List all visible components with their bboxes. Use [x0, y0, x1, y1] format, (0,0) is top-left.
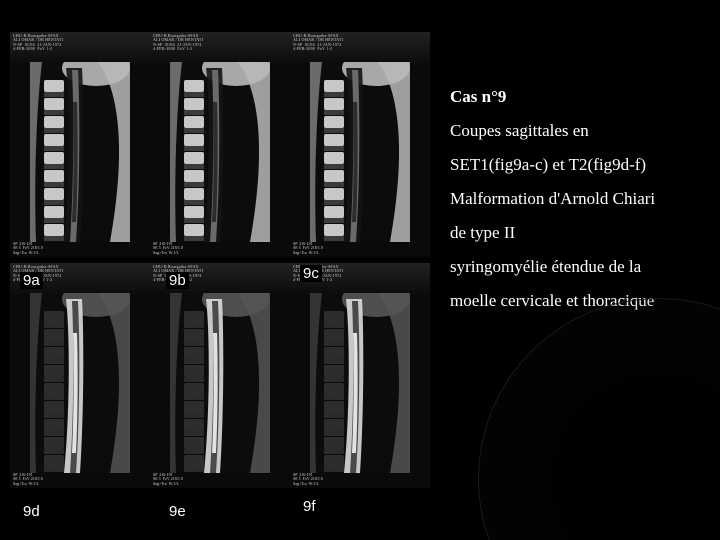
caption-line: SET1(fig9a-c) et T2(fig9d-f) — [450, 148, 705, 182]
spine-render — [30, 293, 130, 473]
figure-label-9d: 9d — [20, 503, 43, 520]
mri-9d: CHU-H.Bourguiba-SFAX ALI OMAR / DR HENTA… — [10, 263, 150, 488]
caption-block: Cas n°9 Coupes sagittales en SET1(fig9a-… — [450, 80, 705, 318]
figure-label-9c: 9c — [300, 265, 322, 282]
mri-9b: CHU-H.Bourguiba-SFAX ALI OMAR / DR HENTA… — [150, 32, 290, 257]
dicom-footer: SP 216-191 SE 5 FoV 218/1.0 Sag>Tra W:1/… — [150, 241, 290, 257]
caption-line: moelle cervicale et thoracique — [450, 284, 705, 318]
mri-grid: CHU-H.Bourguiba-SFAX ALI OMAR / DR HENTA… — [10, 32, 430, 494]
decorative-ring — [478, 298, 720, 540]
spine-render — [170, 293, 270, 473]
mri-row-bottom: CHU-H.Bourguiba-SFAX ALI OMAR / DR HENTA… — [10, 263, 430, 488]
caption-line: Malformation d'Arnold Chiari — [450, 182, 705, 216]
spine-render — [30, 62, 130, 242]
caption-title: Cas n°9 — [450, 80, 705, 114]
mri-9f: CHU-H.Bourguiba-SFAX ALI OMAR / DR HENTA… — [290, 263, 430, 488]
figure-label-9a: 9a — [20, 272, 43, 289]
caption-line: syringomyélie étendue de la — [450, 250, 705, 284]
dicom-header: CHU-H.Bourguiba-SFAX ALI OMAR / DR HENTA… — [290, 32, 430, 64]
dicom-footer: SP 216-191 SE 5 FoV 218/1.0 Sag>Tra W:1/… — [290, 472, 430, 488]
slide: CHU-H.Bourguiba-SFAX ALI OMAR / DR HENTA… — [0, 0, 720, 540]
dicom-footer: SP 216-191 SE 5 FoV 218/1.0 Sag>Tra W:1/… — [150, 472, 290, 488]
spine-render — [310, 62, 410, 242]
caption-line: Coupes sagittales en — [450, 114, 705, 148]
dicom-footer: SP 216-191 SE 5 FoV 218/1.0 Sag>Tra W:1/… — [10, 241, 150, 257]
mri-9e: CHU-H.Bourguiba-SFAX ALI OMAR / DR HENTA… — [150, 263, 290, 488]
dicom-header: CHU-H.Bourguiba-SFAX ALI OMAR / DR HENTA… — [150, 32, 290, 64]
figure-label-9b: 9b — [166, 272, 189, 289]
figure-label-9e: 9e — [166, 503, 189, 520]
spine-render — [310, 293, 410, 473]
mri-row-top: CHU-H.Bourguiba-SFAX ALI OMAR / DR HENTA… — [10, 32, 430, 257]
mri-9c: CHU-H.Bourguiba-SFAX ALI OMAR / DR HENTA… — [290, 32, 430, 257]
dicom-footer: SP 216-191 SE 5 FoV 218/1.0 Sag>Tra W:1/… — [290, 241, 430, 257]
figure-label-9f: 9f — [300, 498, 319, 515]
mri-9a: CHU-H.Bourguiba-SFAX ALI OMAR / DR HENTA… — [10, 32, 150, 257]
caption-line: de type II — [450, 216, 705, 250]
dicom-footer: SP 216-191 SE 5 FoV 218/1.0 Sag>Tra W:1/… — [10, 472, 150, 488]
spine-render — [170, 62, 270, 242]
dicom-header: CHU-H.Bourguiba-SFAX ALI OMAR / DR HENTA… — [10, 32, 150, 64]
